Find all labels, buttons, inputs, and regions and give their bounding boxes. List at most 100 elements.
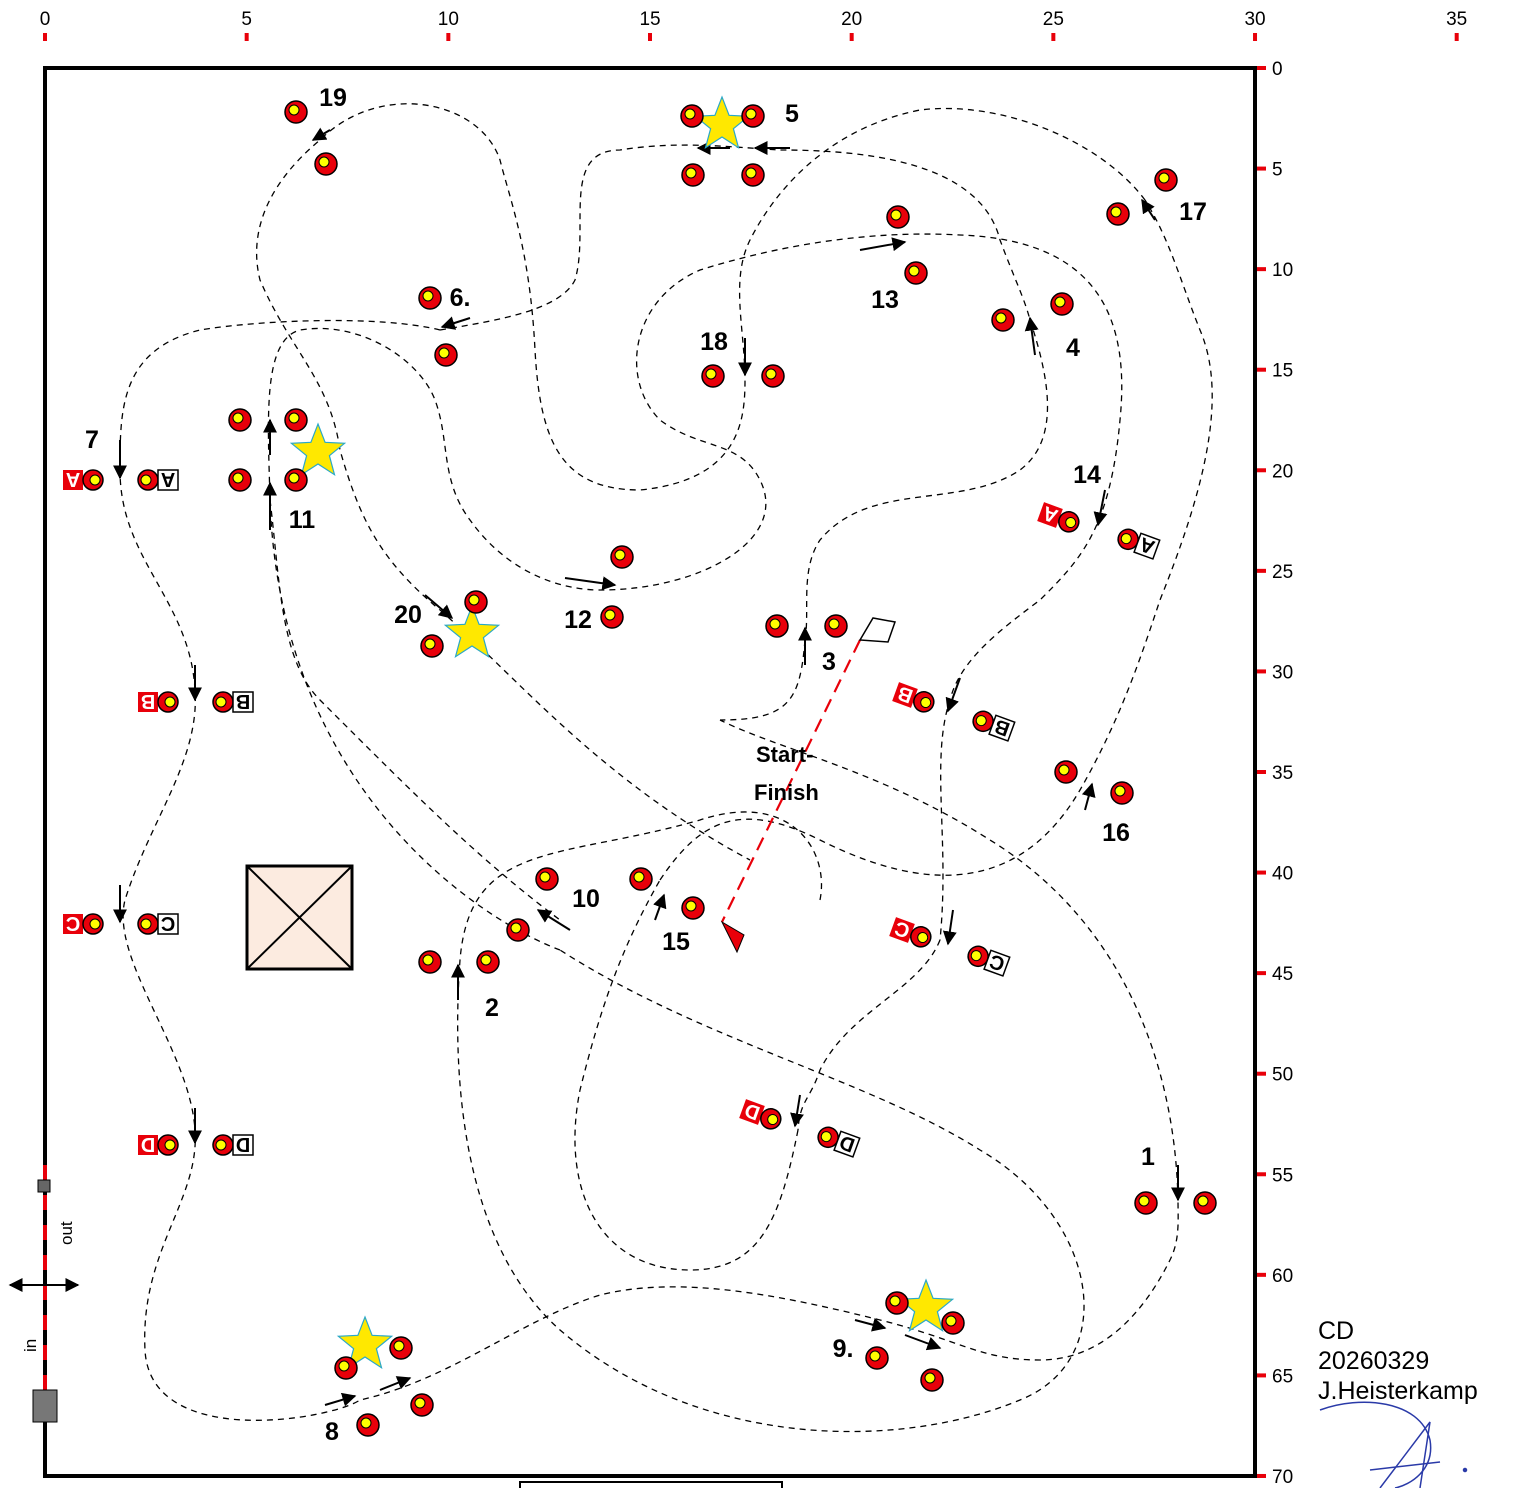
gate-marker-icon: D	[138, 1133, 179, 1156]
gate-letter: B	[141, 690, 155, 712]
obstacle-flag-icon	[701, 364, 725, 388]
obstacle-number: 8	[325, 1418, 339, 1446]
y-tick-label: 40	[1272, 864, 1293, 885]
obstacle-number: 7	[85, 426, 99, 454]
y-tick-label: 65	[1272, 1366, 1293, 1387]
obstacle-flag-icon	[1154, 168, 1178, 192]
y-tick-label: 25	[1272, 562, 1293, 583]
obstacle-flag-icon	[1054, 760, 1078, 784]
obstacle-flag-icon	[476, 950, 500, 974]
x-tick-label: 35	[1446, 9, 1467, 30]
obstacle-flag-icon	[418, 286, 442, 310]
obstacle-number: 19	[319, 84, 347, 112]
gate-marker-icon: A	[137, 468, 179, 491]
obstacle-flag-icon	[284, 100, 308, 124]
obstacle-flag-icon	[741, 163, 765, 187]
y-tick-label: 30	[1272, 662, 1293, 683]
gate-marker-icon: A	[1037, 501, 1080, 533]
info-designer: J.Heisterkamp	[1318, 1377, 1478, 1405]
gate-marker-icon: C	[967, 945, 1011, 977]
gate-letter: A	[1137, 532, 1158, 558]
x-tick-label: 30	[1244, 9, 1265, 30]
x-tick-label: 15	[639, 9, 660, 30]
gate-marker-icon: C	[889, 916, 932, 948]
x-tick-label: 20	[841, 9, 862, 30]
obstacle-number: 15	[662, 928, 690, 956]
obstacle-flag-icon	[506, 918, 530, 942]
gate-letter: A	[66, 468, 80, 490]
obstacle-flags	[228, 100, 1217, 1437]
gate-letter: D	[236, 1133, 250, 1155]
obstacle-flag-icon	[434, 343, 458, 367]
obstacle-flag-icon	[535, 867, 559, 891]
obstacle-flag-icon	[610, 545, 634, 569]
obstacle-number: 14	[1073, 461, 1101, 489]
star-icon	[336, 1315, 394, 1370]
out-label: out	[57, 1221, 76, 1245]
obstacle-flag-icon	[314, 152, 338, 176]
x-tick-label: 10	[438, 9, 459, 30]
course-info: CD 20260329 J.Heisterkamp	[1318, 1316, 1478, 1406]
obstacle-flag-icon	[228, 408, 252, 432]
obstacle-flag-icon	[681, 163, 705, 187]
obstacle-flag-icon	[1106, 202, 1130, 226]
obstacle-flag-icon	[680, 104, 704, 128]
y-tick-label: 35	[1272, 763, 1293, 784]
obstacle-flag-icon	[904, 261, 928, 285]
gate-marker-icon: B	[138, 690, 179, 713]
y-tick-label: 60	[1272, 1266, 1293, 1287]
arena-box-icon	[245, 864, 354, 971]
obstacle-flag-icon	[284, 468, 308, 492]
gate-markers: A A B B C C D D A A B B C C D D	[63, 468, 1161, 1158]
gate-marker-icon: D	[739, 1098, 782, 1130]
y-tick-label: 0	[1272, 59, 1283, 80]
obstacle-number: 5	[785, 100, 799, 128]
obstacle-number: 12	[564, 606, 592, 634]
gate-letter: D	[141, 1133, 155, 1155]
start-label: Start-	[756, 742, 813, 767]
gate-marker-icon: D	[212, 1133, 254, 1156]
gate-marker-icon: A	[1117, 528, 1161, 560]
start-finish-line	[721, 639, 861, 923]
gate-letter: A	[1040, 501, 1061, 527]
obstacle-number: 1	[1141, 1143, 1155, 1171]
y-tick-label: 15	[1272, 361, 1293, 382]
gate-marker-icon: A	[63, 468, 104, 491]
obstacle-number: 17	[1179, 198, 1207, 226]
obstacle-number: 2	[485, 994, 499, 1022]
gate-letter: C	[66, 912, 80, 934]
gate-letter: C	[161, 912, 175, 934]
obstacle-flag-icon	[941, 1311, 965, 1335]
obstacle-flag-icon	[824, 614, 848, 638]
y-tick-label: 50	[1272, 1065, 1293, 1086]
obstacle-flag-icon	[410, 1393, 434, 1417]
y-tick-label: 70	[1272, 1467, 1293, 1488]
y-tick-label: 45	[1272, 964, 1293, 985]
direction-arrows	[113, 127, 1185, 1407]
gate-letter: C	[987, 949, 1008, 975]
obstacle-flag-icon	[1193, 1191, 1217, 1215]
obstacle-number: 3	[822, 648, 836, 676]
obstacle-flag-icon	[1134, 1191, 1158, 1215]
gate-letter: D	[742, 1098, 763, 1124]
entrance-gate: out in	[8, 1165, 80, 1423]
finish-label: Finish	[754, 780, 819, 805]
obstacle-flag-icon	[681, 896, 705, 920]
start-flag-icon	[858, 617, 896, 643]
info-category: CD	[1318, 1317, 1355, 1345]
y-axis: 0 5 10 15 20 25 30 35 40 45 50 55 60 65 70	[1256, 59, 1293, 1488]
obstacle-flag-icon	[389, 1336, 413, 1360]
obstacle-number: 13	[871, 286, 899, 314]
obstacle-flag-icon	[228, 468, 252, 492]
in-label: in	[21, 1339, 40, 1352]
info-date: 20260329	[1318, 1347, 1430, 1375]
obstacle-flag-icon	[1110, 781, 1134, 805]
obstacle-flag-icon	[600, 605, 624, 629]
gate-marker-icon: C	[63, 912, 104, 935]
x-tick-label: 0	[40, 9, 51, 30]
gate-marker-icon: B	[212, 690, 254, 713]
star-icon	[443, 604, 501, 659]
obstacle-flag-icon	[464, 590, 488, 614]
